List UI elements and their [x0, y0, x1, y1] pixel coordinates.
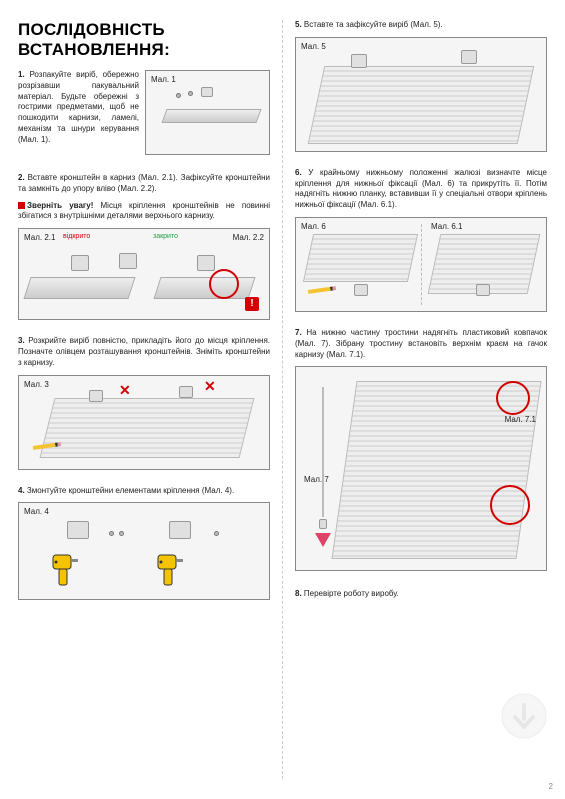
figure-71-label: Мал. 7.1: [505, 415, 536, 424]
figure-1: Мал. 1: [145, 70, 270, 155]
bracket-icon: [71, 255, 89, 271]
warning-bold: Зверніть увагу!: [27, 201, 93, 210]
figure-5: Мал. 5: [295, 37, 547, 152]
closed-label: закрито: [153, 233, 178, 240]
bracket-icon: [119, 253, 137, 269]
callout-circle: [490, 485, 530, 525]
step3-num: 3.: [18, 336, 25, 345]
screw-icon: [109, 531, 114, 536]
step7-num: 7.: [295, 328, 302, 337]
figure-3: Мал. 3 ✕ ✕: [18, 375, 270, 470]
step6-num: 6.: [295, 168, 302, 177]
step1-body: Розпакуйте виріб, обережно розрізавши па…: [18, 70, 139, 144]
screw-icon: [176, 93, 181, 98]
drill-icon: [49, 553, 79, 589]
step6-text: 6. У крайньому нижньому положенні жалюзі…: [295, 168, 547, 211]
figure-7: Мал. 7 Мал. 7.1: [295, 366, 547, 571]
x-mark-icon: ✕: [204, 378, 216, 395]
page-number: 2: [549, 782, 553, 791]
step8-num: 8.: [295, 589, 302, 598]
step4-body: Змонтуйте кронштейни елементами кріпленн…: [27, 486, 234, 495]
rail-illustration: [161, 109, 261, 123]
step4-num: 4.: [18, 486, 25, 495]
figure-4-label: Мал. 4: [24, 507, 49, 516]
step8-body: Перевірте роботу виробу.: [304, 589, 399, 598]
rail-illustration: [153, 277, 255, 299]
step7-body: На нижню частину тростини надягніть плас…: [295, 328, 547, 359]
bracket-icon: [179, 386, 193, 398]
x-mark-icon: ✕: [119, 382, 131, 399]
blinds-illustration: [303, 234, 418, 282]
rail-illustration: [23, 277, 135, 299]
blinds-illustration: [40, 398, 255, 458]
figure-6-label: Мал. 6: [301, 222, 326, 231]
warning-icon: [18, 202, 25, 209]
figure-6: Мал. 6 Мал. 6.1: [295, 217, 547, 312]
bracket-icon: [169, 521, 191, 539]
screw-icon: [188, 91, 193, 96]
step5-text: 5. Вставте та зафіксуйте виріб (Мал. 5).: [295, 20, 547, 31]
step7-text: 7. На нижню частину тростини надягніть п…: [295, 328, 547, 360]
wand-illustration: [322, 387, 324, 517]
page-columns: ПОСЛІДОВНІСТЬ ВСТАНОВЛЕННЯ: Мал. 1 1. Ро…: [18, 20, 547, 779]
watermark-icon: [501, 693, 547, 739]
bracket-icon: [476, 284, 490, 296]
alert-icon: !: [245, 297, 259, 311]
step8-text: 8. Перевірте роботу виробу.: [295, 589, 547, 600]
divider: [421, 224, 422, 305]
pencil-icon: [308, 286, 336, 294]
step5-num: 5.: [295, 20, 302, 29]
callout-circle: [209, 269, 239, 299]
step5-body: Вставте та зафіксуйте виріб (Мал. 5).: [304, 20, 443, 29]
step2-warning: Зверніть увагу! Місця кріплення кронштей…: [18, 201, 270, 223]
open-label: відкрито: [63, 233, 90, 240]
step1-block: Мал. 1 1. Розпакуйте виріб, обережно роз…: [18, 70, 270, 165]
drill-icon: [154, 553, 184, 589]
wand-cap-icon: [319, 519, 327, 529]
figure-1-label: Мал. 1: [151, 75, 176, 84]
screw-icon: [119, 531, 124, 536]
step2-body: Вставте кронштейн в карниз (Мал. 2.1). З…: [18, 173, 270, 193]
wand-tip-icon: [315, 533, 331, 547]
figure-7-label: Мал. 7: [304, 475, 329, 484]
right-column: 5. Вставте та зафіксуйте виріб (Мал. 5).…: [282, 20, 547, 779]
bracket-icon: [67, 521, 89, 539]
figure-21-label: Мал. 2.1: [24, 233, 55, 242]
step2-text: 2. Вставте кронштейн в карниз (Мал. 2.1)…: [18, 173, 270, 195]
step6-body: У крайньому нижньому положенні жалюзі ви…: [295, 168, 547, 209]
step3-text: 3. Розкрийте виріб повністю, прикладіть …: [18, 336, 270, 368]
figure-5-label: Мал. 5: [301, 42, 326, 51]
bracket-icon: [354, 284, 368, 296]
blinds-illustration: [308, 66, 535, 144]
figure-2: Мал. 2.1 відкрито закрито Мал. 2.2 !: [18, 228, 270, 320]
figure-61-label: Мал. 6.1: [431, 222, 462, 231]
bracket-icon: [197, 255, 215, 271]
step2-num: 2.: [18, 173, 25, 182]
step1-num: 1.: [18, 70, 25, 79]
screw-icon: [214, 531, 219, 536]
bracket-icon: [89, 390, 103, 402]
figure-22-label: Мал. 2.2: [233, 233, 264, 242]
step3-body: Розкрийте виріб повністю, прикладіть йог…: [18, 336, 270, 367]
bracket-icon: [461, 50, 477, 64]
left-column: ПОСЛІДОВНІСТЬ ВСТАНОВЛЕННЯ: Мал. 1 1. Ро…: [18, 20, 282, 779]
bracket-icon: [351, 54, 367, 68]
figure-4: Мал. 4: [18, 502, 270, 600]
figure-3-label: Мал. 3: [24, 380, 49, 389]
bracket-icon: [201, 87, 213, 97]
main-title: ПОСЛІДОВНІСТЬ ВСТАНОВЛЕННЯ:: [18, 20, 270, 60]
step4-text: 4. Змонтуйте кронштейни елементами кріпл…: [18, 486, 270, 497]
